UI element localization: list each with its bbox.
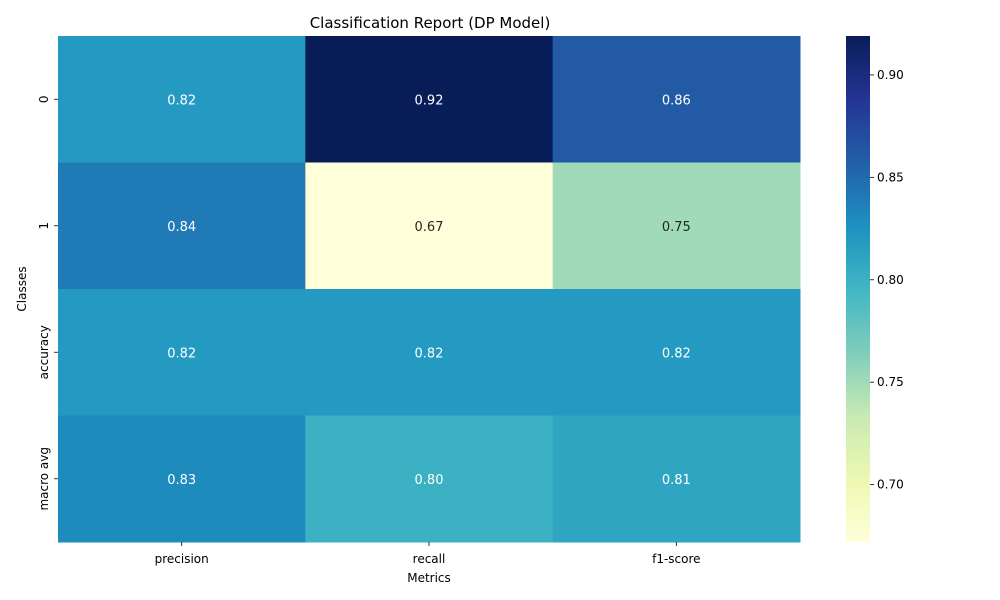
cell-value-label: 0.67 xyxy=(415,220,444,235)
x-axis: precision recall f1-score xyxy=(155,542,701,566)
cell-value-label: 0.82 xyxy=(415,346,444,361)
colorbar-tick-label: 0.80 xyxy=(877,273,904,287)
x-axis-label: Metrics xyxy=(407,571,451,585)
cell-value-label: 0.83 xyxy=(167,473,196,488)
cell-value-label: 0.81 xyxy=(662,473,691,488)
cell-value-label: 0.92 xyxy=(415,93,444,108)
chart-title: Classification Report (DP Model) xyxy=(310,14,551,32)
colorbar-tick-label: 0.90 xyxy=(877,68,904,82)
heatmap-cell xyxy=(552,415,801,543)
x-tick-label: f1-score xyxy=(652,552,700,566)
heatmap-cell xyxy=(305,415,554,543)
y-tick-label: 1 xyxy=(37,222,51,230)
cell-value-label: 0.80 xyxy=(415,473,444,488)
y-axis-label: Classes xyxy=(15,266,29,311)
cell-value-label: 0.84 xyxy=(167,220,196,235)
x-tick-label: recall xyxy=(413,552,446,566)
cell-value-label: 0.86 xyxy=(662,93,691,108)
y-tick-label: macro avg xyxy=(37,447,51,511)
heatmap-cell xyxy=(552,36,801,163)
heatmap-cell xyxy=(305,162,554,290)
heatmap-cell xyxy=(305,36,554,163)
heatmap-cell xyxy=(58,36,306,163)
y-tick-label: 0 xyxy=(37,95,51,103)
cell-value-label: 0.75 xyxy=(662,220,691,235)
y-axis: 0 1 accuracy macro avg xyxy=(37,95,58,511)
cell-value-label: 0.82 xyxy=(167,346,196,361)
heatmap-cell xyxy=(58,162,306,290)
colorbar-tick-label: 0.85 xyxy=(877,170,904,184)
colorbar-tick-label: 0.75 xyxy=(877,375,904,389)
cell-value-label: 0.82 xyxy=(167,93,196,108)
heatmap-cell xyxy=(552,162,801,290)
x-tick-label: precision xyxy=(155,552,209,566)
heatmap-cells: 0.82 0.92 0.86 0.84 0.67 0.75 0.82 0.82 0.82 0.83… xyxy=(58,36,801,543)
colorbar-tick-label: 0.70 xyxy=(877,478,904,492)
cell-value-label: 0.82 xyxy=(662,346,691,361)
colorbar-gradient xyxy=(846,36,870,542)
colorbar: 0.70 0.75 0.80 0.85 0.90 xyxy=(846,36,904,542)
heatmap-cell xyxy=(58,289,306,416)
heatmap-cell xyxy=(552,289,801,416)
heatmap-cell xyxy=(58,415,306,543)
heatmap-cell xyxy=(305,289,554,416)
y-tick-label: accuracy xyxy=(37,325,51,379)
